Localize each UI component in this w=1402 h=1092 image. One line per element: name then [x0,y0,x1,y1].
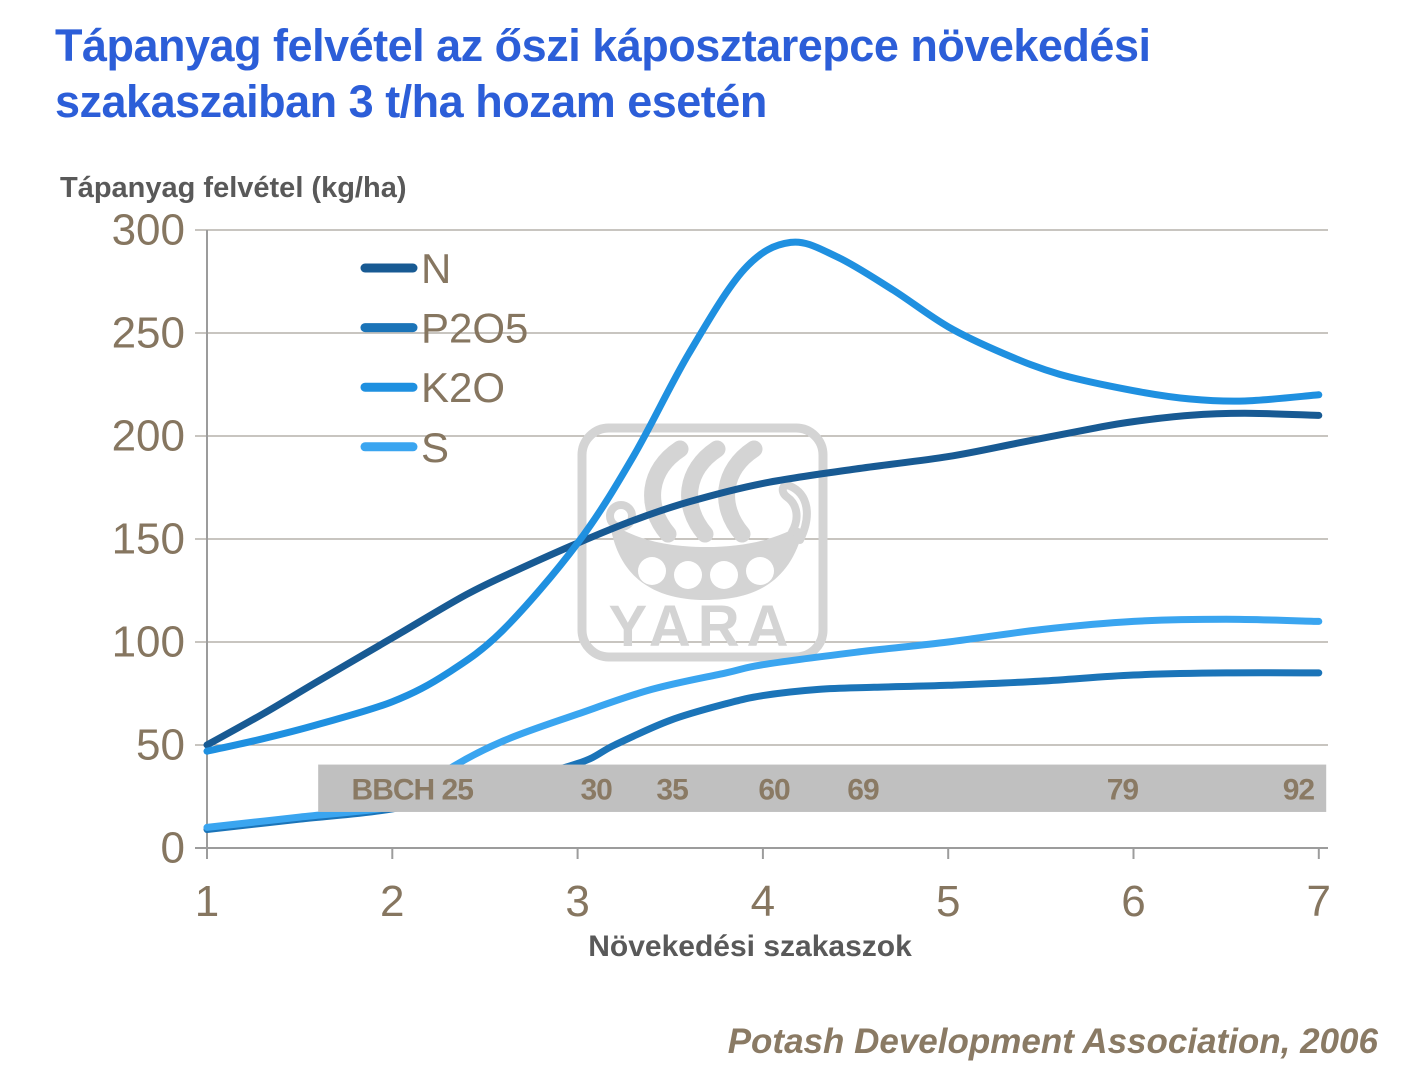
bbch-label-5: 79 [1107,773,1139,806]
yara-watermark-logo: YARA [577,423,828,662]
y-tick-label-200: 200 [112,412,185,461]
watermark-shield-circle [638,557,666,585]
bbch-band [318,764,1327,812]
bbch-label-0: BBCH 25 [352,773,474,806]
x-tick-label-6: 6 [1121,877,1145,926]
y-tick-label-100: 100 [112,618,185,667]
bbch-label-4: 69 [847,773,879,806]
x-tick-label-1: 1 [195,877,219,926]
legend-label-K2O: K2O [421,364,505,411]
y-tick-label-250: 250 [112,309,185,358]
watermark-shield-circle [674,561,702,589]
watermark-sail-arc [681,440,726,543]
page-title: Tápanyag felvétel az őszi káposztarepce … [55,20,1151,127]
y-tick-label-50: 50 [136,721,185,770]
bbch-label-3: 60 [758,773,790,806]
source-attribution: Potash Development Association, 2006 [727,1022,1378,1061]
y-tick-label-150: 150 [112,515,185,564]
series-line-N [203,409,1323,749]
x-tick-label-7: 7 [1307,877,1331,926]
y-axis-title: Tápanyag felvétel (kg/ha) [60,172,407,204]
legend-label-P2O5: P2O5 [421,305,528,352]
bbch-label-6: 92 [1283,773,1315,806]
legend-label-S: S [421,424,449,471]
y-tick-label-0: 0 [161,824,185,873]
legend-label-N: N [421,245,451,292]
x-tick-label-5: 5 [936,877,960,926]
watermark-shield-circle [710,561,738,589]
watermark-text: YARA [608,594,795,659]
bbch-label-1: 30 [580,773,612,806]
watermark-prow [778,481,811,544]
x-tick-label-3: 3 [565,877,589,926]
watermark-sail-arc [644,440,689,543]
watermark-shield-circle [746,557,774,585]
bbch-label-2: 35 [656,773,688,806]
x-tick-label-4: 4 [751,877,775,926]
x-axis-title: Növekedési szakaszok [588,930,912,963]
x-tick-label-2: 2 [380,877,404,926]
series-line-K2O [203,238,1323,755]
y-tick-label-300: 300 [112,206,185,255]
